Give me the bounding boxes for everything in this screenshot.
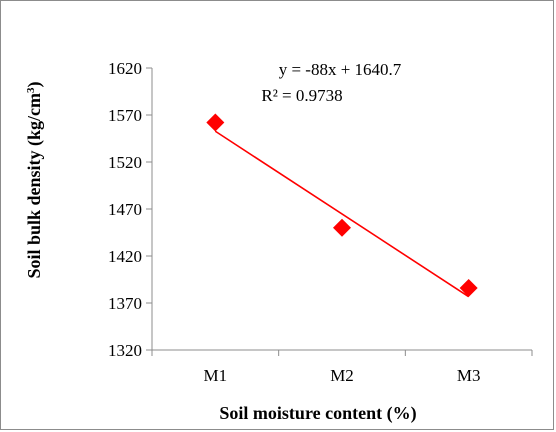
y-tick-label: 1620 [108,59,142,78]
y-tick-label: 1320 [108,341,142,360]
y-tick-label: 1520 [108,153,142,172]
r-squared-label: R² = 0.9738 [261,86,342,105]
trendline-equation: y = -88x + 1640.7 [279,60,402,79]
y-axis-title-main: Soil bulk density (kg/cm [24,93,45,279]
y-axis-title-sup: 3 [25,87,37,93]
y-tick-label: 1370 [108,294,142,313]
y-tick-label: 1420 [108,247,142,266]
x-tick-label: M1 [204,366,228,385]
y-ticks: 1320 1370 1420 1470 1520 1570 1620 [108,59,152,360]
data-point [459,278,478,297]
x-tick-label: M2 [330,366,354,385]
data-point [333,218,351,237]
x-ticks: M1 M2 M3 [151,350,533,385]
x-axis-title: Soil moisture content (%) [219,403,416,424]
axes [151,68,532,351]
y-axis-title: Soil bulk density (kg/cm3) [24,81,45,278]
y-axis-title-tail: ) [24,81,45,87]
y-tick-label: 1470 [108,200,142,219]
trendline [214,130,470,298]
y-tick-label: 1570 [108,106,142,125]
data-point [206,113,225,132]
data-points [206,113,478,297]
trendline-group [214,130,470,298]
x-tick-label: M3 [457,366,481,385]
